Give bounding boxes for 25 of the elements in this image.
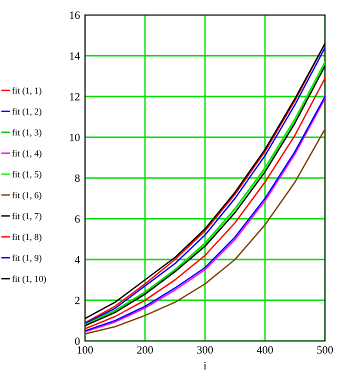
legend-label: fit (1, 7) <box>12 212 42 222</box>
legend-label: fit (1, 10) <box>12 275 46 284</box>
y-tick-label: 2 <box>75 296 80 304</box>
y-tick-label: 14 <box>70 52 80 60</box>
x-tick-label: 500 <box>317 346 333 354</box>
x-tick-label: 100 <box>78 346 93 354</box>
x-tick-label: 400 <box>256 346 273 354</box>
legend-label: fit (1, 6) <box>12 192 42 200</box>
y-tick-label: 4 <box>74 256 80 264</box>
y-tick-label: 8 <box>75 174 80 182</box>
legend-label: fit (1, 5) <box>12 170 42 180</box>
legend-label: fit (1, 3) <box>12 129 42 138</box>
legend-label: fit (1, 2) <box>12 108 42 116</box>
legend-label: fit (1, 4) <box>12 150 42 158</box>
legend-label: fit (1, 1) <box>12 87 42 96</box>
y-tick-label: 12 <box>70 92 80 100</box>
x-tick-label: 300 <box>197 346 213 354</box>
legend-label: fit (1, 8) <box>12 234 42 242</box>
y-tick-label: 10 <box>70 134 80 142</box>
y-tick-label: 16 <box>70 11 80 19</box>
legend-label: fit (1, 9) <box>12 254 42 263</box>
y-tick-label: 6 <box>75 215 80 223</box>
x-axis-title: i <box>204 362 206 370</box>
x-tick-label: 200 <box>137 346 153 354</box>
y-tick-label: 0 <box>75 337 80 345</box>
